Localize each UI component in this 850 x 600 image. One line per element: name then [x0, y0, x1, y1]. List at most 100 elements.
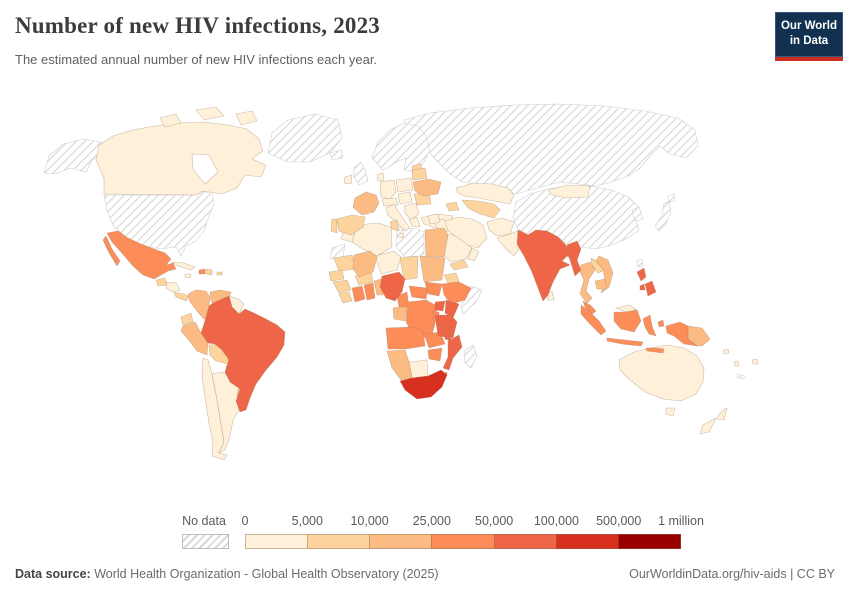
country-australia[interactable]	[618, 344, 705, 402]
country-cote-divoire[interactable]	[351, 285, 366, 303]
country-caucasus[interactable]	[445, 201, 460, 212]
country-solomon-islands[interactable]	[722, 348, 730, 355]
country-iceland[interactable]	[329, 149, 344, 161]
country-greece[interactable]	[408, 216, 421, 228]
country-hungary-czechia[interactable]	[397, 191, 413, 205]
country-germany[interactable]	[379, 179, 397, 200]
country-new-zealand[interactable]	[699, 417, 717, 435]
country-libya[interactable]	[395, 227, 425, 258]
owid-logo[interactable]: Our World in Data	[775, 12, 843, 61]
country-tanzania[interactable]	[434, 314, 458, 339]
country-korea[interactable]	[631, 206, 644, 222]
country-honduras-nicaragua[interactable]	[165, 281, 181, 293]
country-tunisia[interactable]	[389, 219, 400, 232]
legend-bin-3[interactable]	[431, 534, 495, 549]
country-cuba[interactable]	[171, 261, 196, 271]
country-united-kingdom[interactable]	[353, 161, 369, 186]
country-mauritania[interactable]	[333, 254, 357, 272]
country-nigeria[interactable]	[379, 271, 406, 302]
country-namibia[interactable]	[386, 349, 413, 381]
country-mongolia[interactable]	[547, 184, 591, 199]
country-indonesia[interactable]	[580, 304, 607, 336]
country-poland[interactable]	[395, 177, 414, 193]
country-balkans[interactable]	[403, 202, 420, 221]
legend-bin-5[interactable]	[555, 534, 619, 549]
country-greenland[interactable]	[267, 113, 343, 163]
country-central-asia[interactable]	[461, 199, 501, 219]
country-cambodia[interactable]	[594, 278, 608, 290]
country-denmark[interactable]	[376, 172, 385, 182]
country-philippines[interactable]	[644, 280, 657, 297]
country-new-caledonia[interactable]	[736, 373, 746, 380]
country-ukraine[interactable]	[412, 178, 442, 197]
country-portugal[interactable]	[330, 218, 338, 234]
country-indonesia[interactable]	[645, 347, 665, 354]
country-france[interactable]	[352, 191, 380, 216]
country-philippines[interactable]	[639, 283, 646, 291]
country-ghana[interactable]	[363, 282, 376, 301]
country-australia[interactable]	[665, 407, 676, 417]
country-thailand[interactable]	[579, 261, 596, 304]
country-new-zealand[interactable]	[716, 407, 728, 421]
country-vanuatu[interactable]	[733, 360, 740, 367]
country-myanmar[interactable]	[566, 240, 582, 277]
country-senegal[interactable]	[328, 269, 345, 282]
country-canada[interactable]	[95, 121, 267, 196]
world-map[interactable]	[0, 98, 850, 510]
country-united-states[interactable]	[43, 138, 104, 175]
country-iran[interactable]	[442, 216, 488, 249]
country-india[interactable]	[516, 229, 571, 302]
country-indonesia[interactable]	[657, 319, 665, 328]
country-spain[interactable]	[336, 214, 366, 236]
country-botswana[interactable]	[408, 359, 429, 379]
country-eritrea[interactable]	[443, 272, 460, 284]
country-oman[interactable]	[467, 247, 480, 262]
country-malawi[interactable]	[443, 325, 452, 342]
country-mali[interactable]	[352, 250, 378, 278]
country-peru[interactable]	[180, 321, 209, 356]
country-canada[interactable]	[195, 106, 225, 121]
country-indonesia[interactable]	[613, 309, 642, 333]
country-mozambique[interactable]	[442, 334, 463, 371]
country-central-african-republic[interactable]	[408, 285, 429, 300]
country-mexico[interactable]	[102, 230, 177, 280]
country-angola[interactable]	[385, 326, 426, 350]
country-chad[interactable]	[399, 255, 419, 281]
country-dominican-republic[interactable]	[205, 268, 213, 276]
legend-bin-2[interactable]	[369, 534, 433, 549]
country-brazil[interactable]	[200, 295, 286, 413]
country-madagascar[interactable]	[463, 344, 478, 369]
country-canada[interactable]	[159, 113, 182, 128]
country-italy[interactable]	[397, 232, 405, 239]
country-zimbabwe[interactable]	[427, 347, 443, 362]
country-ecuador[interactable]	[180, 312, 194, 326]
legend-bin-0[interactable]	[245, 534, 309, 549]
country-indonesia[interactable]	[665, 321, 698, 347]
country-sudan[interactable]	[419, 255, 446, 283]
country-italy[interactable]	[385, 203, 411, 232]
country-syria[interactable]	[427, 213, 441, 225]
country-philippines[interactable]	[636, 267, 647, 282]
footer-link[interactable]: OurWorldinData.org/hiv-aids | CC BY	[629, 567, 835, 581]
country-uganda[interactable]	[434, 300, 446, 312]
country-russia[interactable]	[403, 103, 699, 195]
country-ireland[interactable]	[343, 174, 353, 185]
country-central-europe[interactable]	[381, 197, 399, 207]
country-costa-rica-panama[interactable]	[173, 291, 190, 302]
legend-bin-4[interactable]	[493, 534, 557, 549]
country-fiji[interactable]	[751, 358, 759, 365]
legend-no-data-swatch[interactable]	[182, 534, 229, 549]
country-taiwan[interactable]	[636, 258, 644, 268]
country-algeria[interactable]	[351, 222, 393, 257]
country-japan[interactable]	[654, 200, 672, 232]
country-indonesia[interactable]	[642, 314, 657, 337]
country-kazakhstan[interactable]	[455, 182, 515, 205]
country-canada[interactable]	[235, 110, 258, 126]
country-guinea[interactable]	[332, 279, 352, 294]
country-egypt[interactable]	[424, 227, 449, 258]
country-yemen[interactable]	[449, 259, 469, 271]
country-japan[interactable]	[667, 193, 676, 203]
legend-bin-6[interactable]	[617, 534, 681, 549]
country-jamaica[interactable]	[184, 273, 192, 279]
country-niger[interactable]	[374, 250, 402, 275]
